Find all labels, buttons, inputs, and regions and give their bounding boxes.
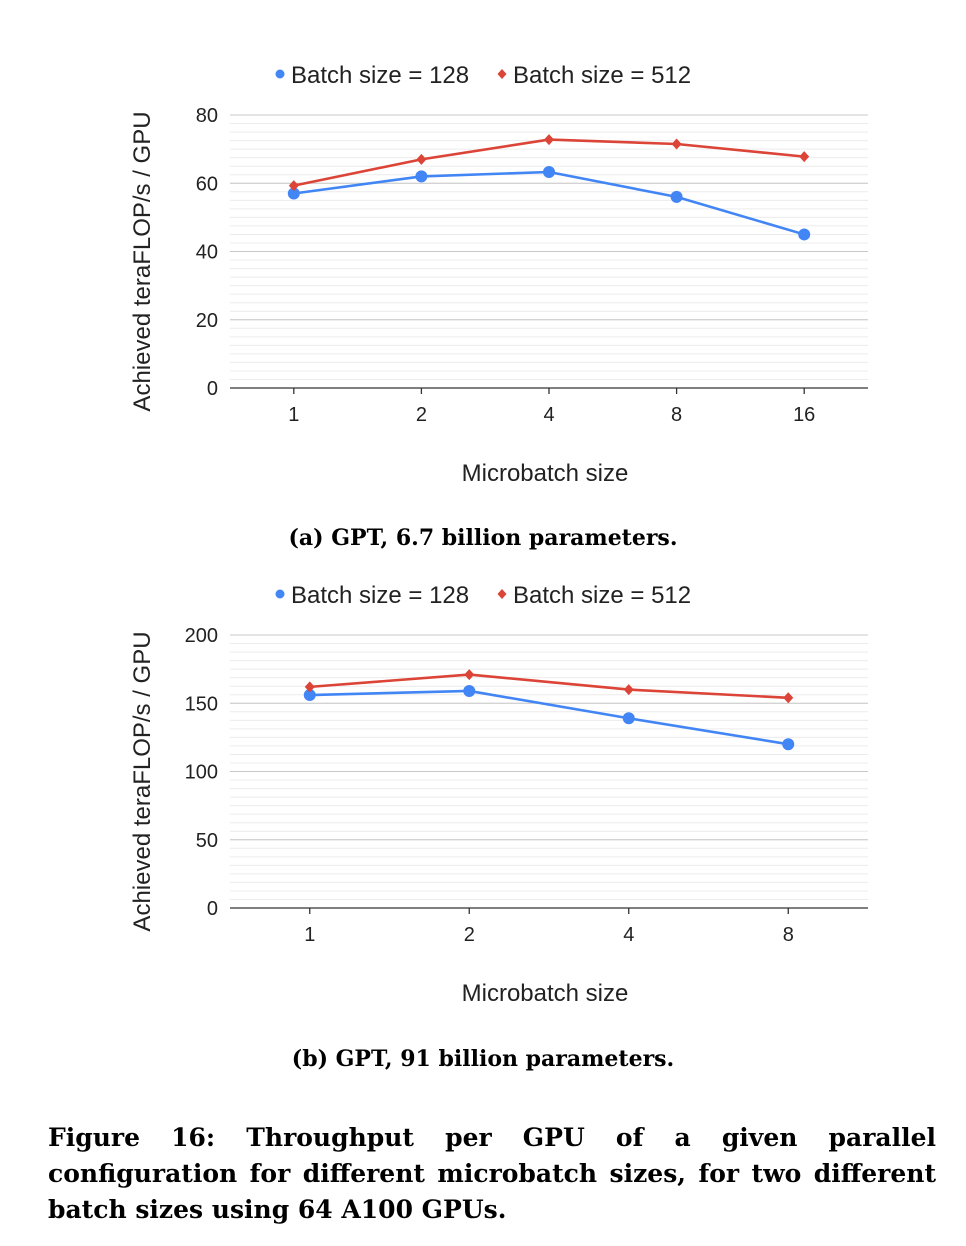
data-point [464, 669, 475, 681]
legend-label: Batch size = 128 [291, 62, 469, 89]
x-tick-label: 8 [671, 404, 682, 426]
series-line [309, 673, 789, 700]
data-point [623, 684, 634, 696]
chart-b-caption: (b) GPT, 91 billion parameters. [291, 1046, 675, 1072]
y-tick-label: 40 [196, 242, 218, 264]
data-point [303, 689, 316, 702]
series-1 [288, 134, 810, 192]
y-tick-label: 100 [185, 762, 218, 784]
series-0 [303, 684, 795, 751]
y-tick-label: 60 [196, 173, 218, 195]
series-line [293, 138, 805, 187]
data-point [670, 190, 683, 203]
data-point [304, 681, 315, 693]
data-point [544, 134, 554, 146]
series-line [309, 689, 789, 746]
data-point [671, 138, 682, 150]
y-tick-label: 50 [196, 830, 218, 852]
data-point [287, 187, 300, 200]
x-tick-label: 2 [464, 924, 475, 946]
data-point [783, 692, 794, 704]
legend-label: Batch size = 512 [513, 582, 691, 609]
x-tick-label: 4 [623, 924, 634, 946]
legend-label: Batch size = 512 [513, 62, 691, 89]
series-1 [304, 669, 794, 704]
figure-caption: Figure 16: Throughput per GPU of a given… [48, 1123, 936, 1224]
chart-a-caption: (a) GPT, 6.7 billion parameters. [288, 525, 678, 551]
data-point [622, 712, 635, 725]
chart-1-legend: Batch size = 128 Batch size = 512 [275, 582, 691, 609]
y-axis-title: Achieved teraFLOP/s / GPU [129, 111, 156, 411]
x-tick-label: 8 [783, 924, 794, 946]
data-point [416, 153, 427, 165]
data-point [799, 151, 810, 163]
legend-marker [275, 589, 285, 599]
chart-0-legend: Batch size = 128 Batch size = 512 [275, 62, 691, 89]
y-tick-label: 0 [207, 378, 218, 400]
data-point [288, 180, 299, 192]
legend-marker [497, 589, 507, 599]
chart-0-svg: 0 20 40 60 80 1 2 4 8 16 Microbatch size Achieved t… [129, 62, 868, 487]
x-tick-label: 1 [288, 404, 299, 426]
data-point [543, 165, 555, 178]
data-point [782, 738, 795, 751]
x-tick-label: 1 [304, 924, 315, 946]
y-axis-title: Achieved teraFLOP/s / GPU [129, 631, 156, 931]
y-tick-label: 80 [196, 105, 218, 127]
y-tick-label: 200 [185, 625, 218, 647]
data-point [415, 170, 428, 183]
series-0 [287, 165, 811, 241]
legend-label: Batch size = 128 [291, 582, 469, 609]
y-tick-label: 150 [185, 693, 218, 715]
y-tick-label: 0 [207, 898, 218, 920]
y-tick-label: 20 [196, 310, 218, 332]
chart-1-minor-grid [230, 634, 868, 900]
x-axis-title: Microbatch size [462, 980, 629, 1007]
x-tick-label: 16 [793, 404, 815, 426]
legend-marker [275, 69, 285, 79]
data-point [463, 684, 476, 697]
legend-marker [497, 69, 507, 79]
chart-1-svg: 0 50 100 150 200 1 2 4 8 Microbatch size Achieved … [129, 582, 868, 1007]
x-axis-title: Microbatch size [462, 460, 629, 487]
chart-a: 0 20 40 60 80 1 2 4 8 16 Microbatch size Achieved t… [0, 40, 966, 500]
x-tick-label: 2 [416, 404, 427, 426]
chart-b: 0 50 100 150 200 1 2 4 8 Microbatch size Achieved … [0, 560, 966, 1020]
x-tick-label: 4 [543, 404, 554, 426]
series-line [293, 170, 805, 236]
data-point [798, 228, 811, 241]
